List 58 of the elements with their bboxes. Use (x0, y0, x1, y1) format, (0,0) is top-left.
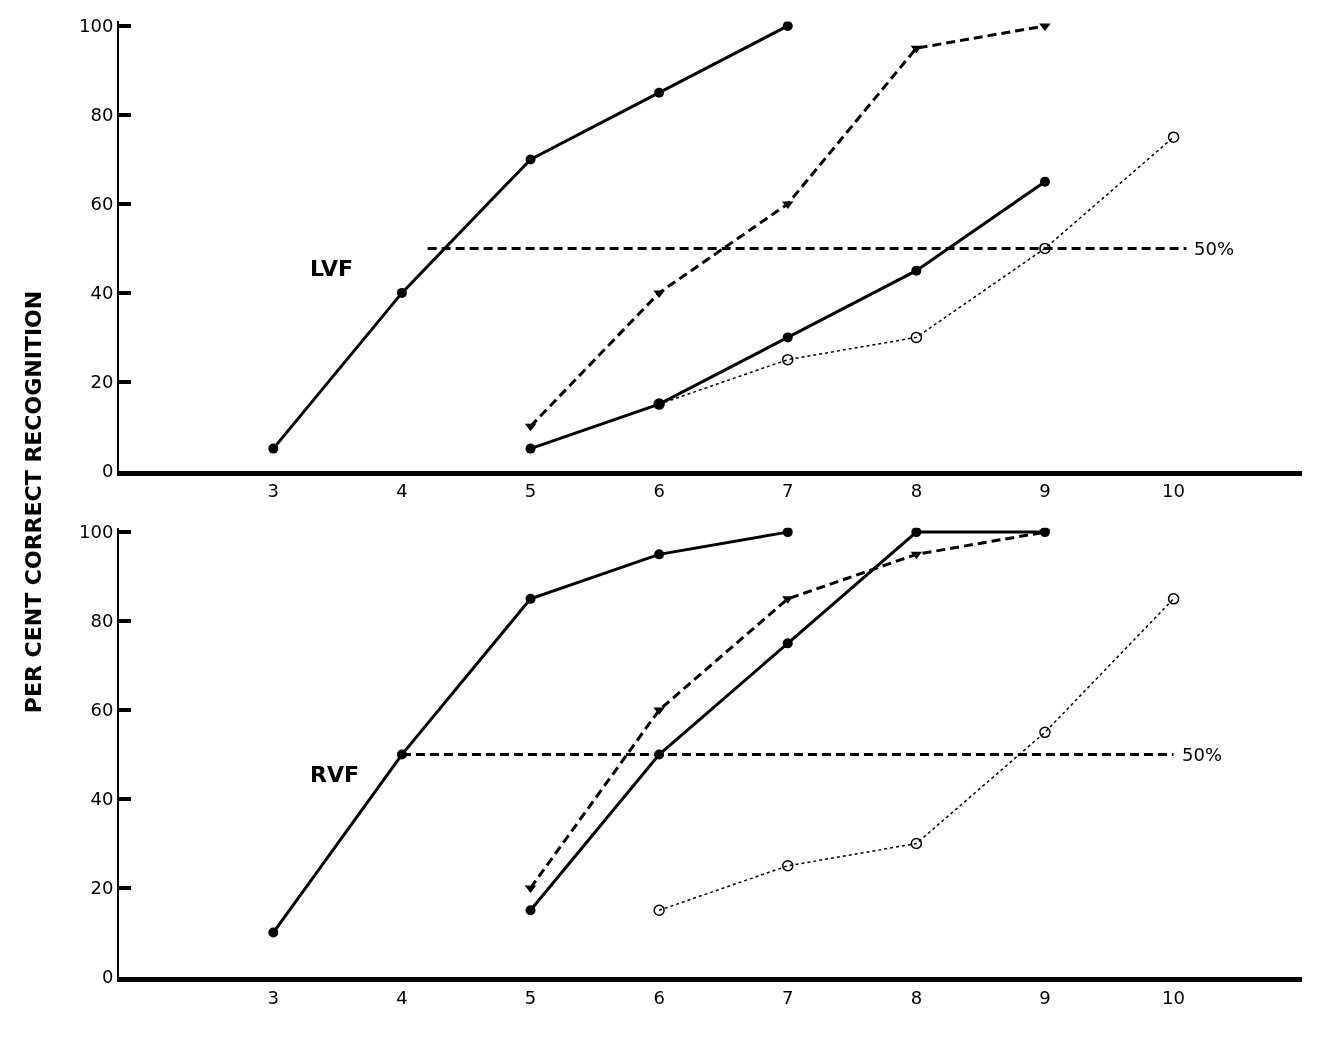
point (911, 265, 922, 276)
annotation: 50% (1182, 744, 1223, 765)
y-tick-label: 100 (79, 521, 114, 543)
x-tick-label: 9 (1039, 480, 1051, 502)
point (1039, 242, 1051, 255)
y-tick-label: 100 (79, 15, 114, 37)
y-tick-label: 0 (101, 460, 114, 482)
y-axis-title: PER CENT CORRECT RECOGNITION (21, 290, 47, 714)
point (782, 638, 793, 649)
point (654, 87, 665, 98)
annotation: 50% (1194, 238, 1235, 259)
text: LVF (310, 256, 354, 281)
point (1167, 593, 1180, 605)
point (911, 527, 922, 538)
x-tick-label: 9 (1039, 986, 1051, 1008)
x-tick-label: 10 (1162, 986, 1186, 1008)
x-tick-label: 6 (653, 986, 665, 1008)
point (1039, 176, 1050, 187)
y-tick-label: 80 (90, 104, 114, 126)
point (268, 443, 279, 454)
point (525, 443, 536, 454)
x-tick-label: 7 (782, 986, 794, 1008)
x-tick-label: 10 (1162, 480, 1186, 502)
y-tick-label: 20 (90, 877, 114, 899)
y-tick-label: 20 (90, 371, 114, 393)
y-tick-label: 80 (90, 610, 114, 632)
point (396, 287, 407, 298)
point (525, 905, 536, 916)
x-tick-label: 3 (267, 480, 280, 502)
point (781, 860, 794, 872)
point (1039, 726, 1051, 739)
x-tick-label: 7 (782, 480, 794, 502)
x-tick-label: 4 (396, 480, 408, 502)
point (525, 154, 536, 165)
x-tick-label: 8 (910, 480, 923, 502)
y-tick-label: 60 (90, 699, 114, 721)
point (782, 332, 793, 343)
y-tick-label: 40 (90, 282, 114, 304)
point (1167, 131, 1180, 143)
text: RVF (310, 762, 359, 787)
point (910, 331, 923, 344)
y-tick-label: 0 (101, 966, 114, 988)
point (782, 21, 793, 31)
point (910, 837, 923, 850)
x-tick-label: 6 (653, 480, 665, 502)
point (654, 549, 665, 560)
x-tick-label: 5 (524, 986, 537, 1008)
point (268, 927, 279, 938)
x-tick-label: 4 (396, 986, 408, 1008)
x-tick-label: 3 (267, 986, 280, 1008)
x-tick-label: 5 (524, 480, 537, 502)
point (525, 593, 536, 604)
y-tick-label: 40 (90, 788, 114, 810)
point (782, 527, 793, 538)
point (653, 904, 665, 917)
x-tick-label: 8 (910, 986, 923, 1008)
point (781, 353, 794, 366)
y-tick-label: 60 (90, 193, 114, 215)
